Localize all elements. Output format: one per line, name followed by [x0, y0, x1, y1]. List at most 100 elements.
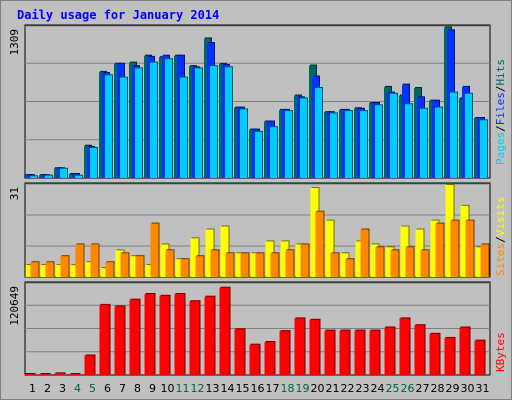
bar-pages-31 [480, 120, 487, 178]
bar-pages-14 [225, 67, 232, 178]
bar-kbytes-23 [354, 330, 365, 375]
bar-pages-3 [60, 168, 67, 178]
x-tick-label-11: 11 [176, 382, 190, 395]
bar-visits-31 [480, 244, 489, 277]
bar-kbytes-12 [189, 301, 200, 375]
bar-visits-30 [465, 220, 474, 277]
x-tick-label-18: 18 [281, 382, 295, 395]
bar-pages-10 [165, 59, 172, 179]
bar-sites-19 [295, 244, 304, 277]
bar-visits-2 [45, 262, 54, 277]
bar-kbytes-14 [219, 287, 230, 375]
bar-visits-22 [345, 259, 354, 277]
bar-sites-1 [25, 265, 34, 277]
x-tick-label-1: 1 [29, 382, 36, 395]
bar-sites-29 [445, 185, 454, 277]
bar-visits-4 [75, 244, 84, 277]
bar-pages-23 [360, 111, 367, 178]
legend-pages-files-hits: Pages/Files/Hits [494, 59, 507, 165]
bar-sites-3 [55, 265, 64, 277]
bar-visits-3 [60, 256, 69, 277]
bar-sites-16 [250, 253, 259, 277]
bar-kbytes-27 [414, 325, 425, 375]
legend-pages-files-hits-part-2: Files [494, 92, 507, 125]
bar-pages-11 [180, 77, 187, 178]
bar-shadow-kbytes-4 [70, 373, 81, 374]
x-tick-label-22: 22 [341, 382, 355, 395]
bar-sites-2 [40, 265, 49, 277]
bar-sites-11 [175, 259, 184, 277]
bar-shadow-kbytes-1 [25, 373, 36, 374]
bar-shadow-pages-1 [31, 175, 38, 177]
bar-visits-7 [120, 253, 129, 277]
bar-pages-12 [195, 68, 202, 178]
bar-pages-2 [45, 175, 52, 178]
bar-kbytes-21 [324, 330, 335, 375]
bar-pages-7 [120, 77, 127, 178]
x-tick-label-7: 7 [119, 382, 126, 395]
bar-kbytes-5 [84, 355, 95, 375]
legend-pages-files-hits-part-4: Hits [494, 59, 507, 86]
legend-pages-files-hits-part-3: / [494, 86, 507, 93]
x-tick-label-24: 24 [371, 382, 385, 395]
bar-pages-19 [300, 98, 307, 178]
x-tick-label-26: 26 [401, 382, 415, 395]
bar-sites-21 [325, 220, 334, 277]
bar-visits-29 [450, 220, 459, 277]
legend-kbytes-part-0: KBytes [494, 332, 507, 372]
bar-kbytes-19 [294, 318, 305, 375]
x-tick-label-6: 6 [104, 382, 111, 395]
x-tick-label-28: 28 [431, 382, 445, 395]
bar-visits-5 [90, 244, 99, 277]
x-tick-label-4: 4 [74, 382, 81, 395]
bar-pages-22 [345, 111, 352, 178]
bar-visits-25 [390, 250, 399, 277]
legend-pages-files-hits-part-0: Pages [494, 132, 507, 165]
x-tick-label-21: 21 [326, 382, 340, 395]
bar-sites-31 [475, 247, 484, 277]
bar-kbytes-3 [54, 373, 65, 375]
bar-sites-17 [265, 241, 274, 277]
bar-sites-27 [415, 229, 424, 277]
bar-kbytes-16 [249, 344, 260, 375]
legend-sites-visits-part-0: Sites [494, 243, 507, 276]
bar-pages-20 [315, 88, 322, 178]
bar-shadow-kbytes-3 [55, 372, 66, 374]
legend-kbytes: KBytes [494, 332, 507, 372]
y-axis-max-label-hits-files-pages: 1309 [8, 29, 21, 56]
bar-visits-28 [435, 223, 444, 277]
x-tick-label-2: 2 [44, 382, 51, 395]
bar-sites-18 [280, 241, 289, 277]
bar-pages-30 [465, 93, 472, 178]
bar-pages-6 [105, 75, 112, 178]
bar-kbytes-25 [384, 327, 395, 375]
bar-visits-13 [210, 250, 219, 277]
bar-kbytes-17 [264, 342, 275, 375]
bar-kbytes-31 [474, 340, 485, 375]
bar-kbytes-11 [174, 294, 185, 375]
bar-visits-12 [195, 256, 204, 277]
bar-pages-29 [450, 92, 457, 178]
bar-sites-10 [160, 244, 169, 277]
bar-visits-18 [285, 250, 294, 277]
x-tick-label-16: 16 [251, 382, 265, 395]
x-tick-label-12: 12 [191, 382, 205, 395]
bar-pages-17 [270, 127, 277, 178]
bar-visits-23 [360, 229, 369, 277]
bar-kbytes-18 [279, 331, 290, 375]
bar-visits-20 [315, 211, 324, 277]
x-tick-label-30: 30 [461, 382, 475, 395]
bar-pages-21 [330, 113, 337, 178]
chart-title: Daily usage for January 2014 [17, 8, 220, 22]
legend-sites-visits-part-1: / [494, 236, 507, 243]
bar-kbytes-24 [369, 330, 380, 375]
bar-sites-12 [190, 238, 199, 277]
bar-pages-16 [255, 131, 262, 178]
bar-visits-24 [375, 247, 384, 277]
bar-kbytes-20 [309, 319, 320, 375]
bar-kbytes-4 [69, 374, 80, 375]
bar-pages-28 [435, 107, 442, 178]
bar-pages-25 [390, 93, 397, 178]
bar-pages-8 [135, 68, 142, 178]
